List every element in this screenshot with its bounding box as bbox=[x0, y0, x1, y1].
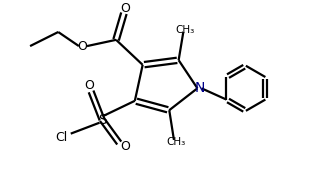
Text: S: S bbox=[98, 113, 106, 127]
Text: CH₃: CH₃ bbox=[166, 137, 185, 147]
Text: O: O bbox=[78, 40, 88, 52]
Text: N: N bbox=[194, 81, 205, 95]
Text: CH₃: CH₃ bbox=[175, 25, 195, 34]
Text: O: O bbox=[84, 79, 95, 92]
Text: O: O bbox=[120, 140, 130, 153]
Text: O: O bbox=[121, 2, 130, 15]
Text: Cl: Cl bbox=[55, 131, 67, 144]
